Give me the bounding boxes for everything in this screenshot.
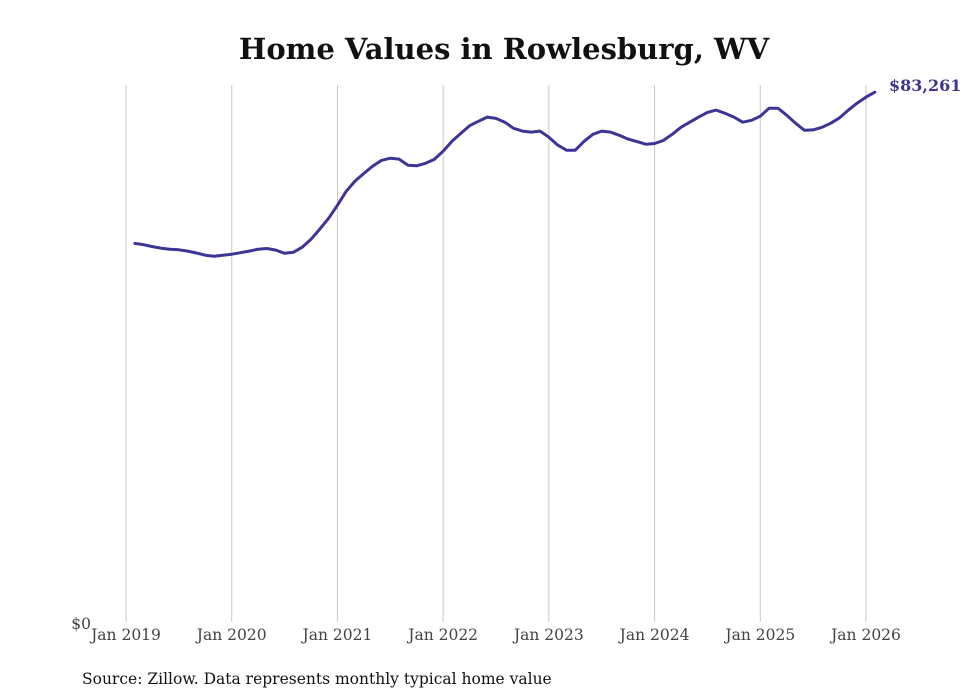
end-value-label: $83,261 <box>889 76 961 95</box>
series-line-home-value <box>133 90 877 258</box>
x-tick-label: Jan 2024 <box>618 626 690 644</box>
chart-title: Home Values in Rowlesburg, WV <box>239 32 770 66</box>
y-tick-label: $0 <box>71 615 91 633</box>
x-tick-label: Jan 2026 <box>829 626 901 644</box>
x-tick-label: Jan 2021 <box>301 626 373 644</box>
x-tick-label: Jan 2019 <box>89 626 161 644</box>
x-tick-label: Jan 2023 <box>512 626 584 644</box>
x-tick-label: Jan 2025 <box>723 626 795 644</box>
x-tick-label: Jan 2020 <box>195 626 267 644</box>
x-tick-label: Jan 2022 <box>406 626 478 644</box>
x-axis: Jan 2019 Jan 2020 Jan 2021 Jan 2022 Jan 2023… <box>89 626 901 644</box>
source-note: Source: Zillow. Data represents monthly … <box>82 670 552 688</box>
gridlines <box>125 85 867 622</box>
